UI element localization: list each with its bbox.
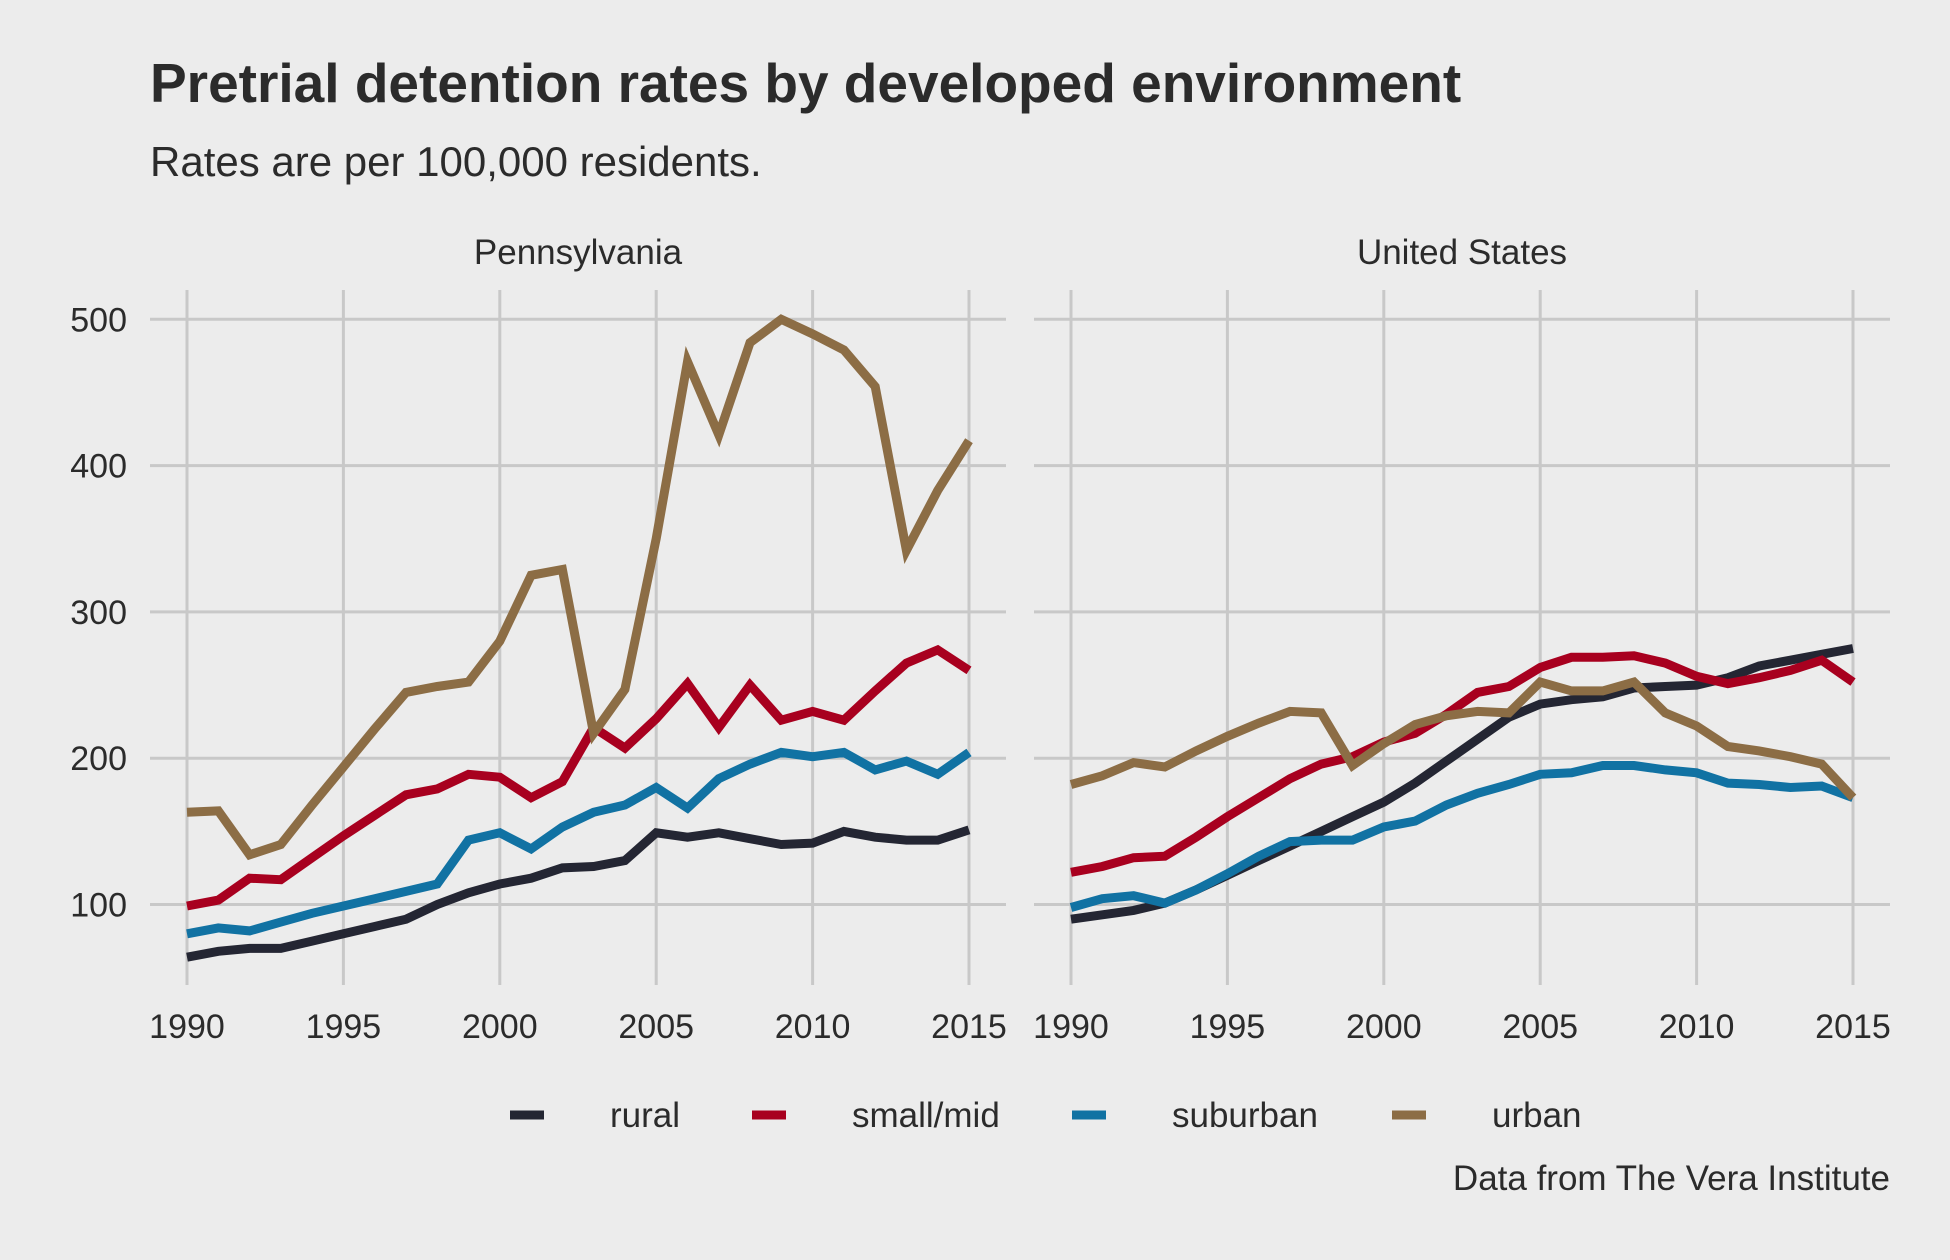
- series-line-urban: [1069, 677, 1857, 801]
- x-tick-label: 2005: [1502, 1008, 1578, 1046]
- legend-label: rural: [610, 1096, 680, 1135]
- series-line-small-mid: [1070, 651, 1856, 877]
- series-line-rural: [186, 825, 971, 962]
- panel-united-states: United States 1990 1995 2000 2005 2010 2015: [1033, 233, 1891, 1046]
- x-tick-label: 2000: [1346, 1008, 1422, 1046]
- x-tick-label: 2010: [1659, 1008, 1735, 1046]
- series-line-urban: [186, 314, 973, 861]
- x-tick-label: 1990: [1033, 1008, 1109, 1046]
- legend-item: suburban: [1072, 1096, 1318, 1135]
- x-tick-label: 2015: [931, 1008, 1007, 1046]
- gridlines: [1034, 290, 1890, 985]
- y-tick-label: 500: [70, 301, 127, 339]
- series-line-small-mid: [186, 644, 972, 911]
- x-tick-label: 2005: [618, 1008, 694, 1046]
- y-tick-label: 400: [70, 448, 127, 486]
- x-tick-label: 1995: [306, 1008, 382, 1046]
- x-tick-label: 1995: [1190, 1008, 1266, 1046]
- chart-caption: Data from The Vera Institute: [1453, 1159, 1890, 1198]
- legend-item: urban: [1392, 1096, 1582, 1135]
- x-tick-label: 2010: [775, 1008, 851, 1046]
- x-tick-label: 2015: [1815, 1008, 1891, 1046]
- y-tick-label: 100: [70, 887, 127, 925]
- panel-pennsylvania: Pennsylvania 1990 1995 2000 2005 2010 2015: [149, 233, 1007, 1046]
- legend-label: small/mid: [852, 1096, 1000, 1135]
- chart-title: Pretrial detention rates by developed en…: [150, 52, 1461, 114]
- gridlines: [150, 290, 1006, 985]
- x-tick-label: 2000: [462, 1008, 538, 1046]
- y-tick-label: 200: [70, 740, 127, 778]
- panel-title: United States: [1357, 233, 1567, 272]
- legend-label: urban: [1492, 1096, 1582, 1135]
- panel-title: Pennsylvania: [474, 233, 683, 272]
- chart-subtitle: Rates are per 100,000 residents.: [150, 138, 762, 185]
- legend-label: suburban: [1172, 1096, 1318, 1135]
- series-line-suburban: [186, 747, 972, 939]
- series-line-suburban: [1069, 761, 1855, 912]
- y-axis: 100 200 300 400 500: [70, 301, 127, 924]
- x-tick-label: 1990: [149, 1008, 225, 1046]
- y-tick-label: 300: [70, 594, 127, 632]
- legend-item: rural: [510, 1096, 680, 1135]
- legend-item: small/mid: [752, 1096, 1000, 1135]
- legend: rural small/mid suburban urban: [510, 1096, 1582, 1135]
